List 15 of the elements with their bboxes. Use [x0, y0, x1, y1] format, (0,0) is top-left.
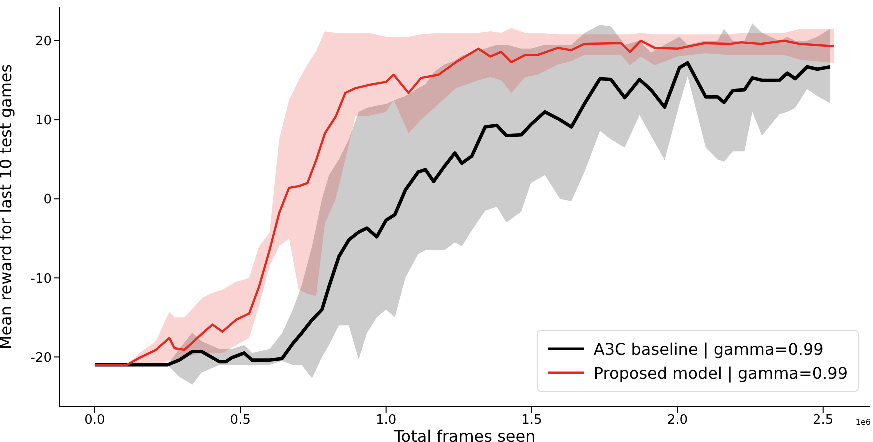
x-tick-label: 0.5: [230, 413, 251, 428]
y-tick-label: -10: [30, 272, 52, 287]
y-tick-label: 0: [44, 192, 52, 208]
x-axis-title: Total frames seen: [393, 427, 536, 442]
y-tick-label: 10: [35, 114, 52, 129]
legend-label: Proposed model | gamma=0.99: [594, 364, 848, 382]
y-tick-label: -20: [30, 350, 52, 366]
x-tick-label: 1.0: [376, 413, 397, 428]
text: 1e6: [856, 418, 871, 427]
y-tick-label: 20: [35, 34, 52, 50]
legend-label: A3C baseline | gamma=0.99: [594, 340, 824, 358]
x-tick-label: 2.0: [667, 413, 688, 428]
x-tick-label: 1.5: [522, 413, 542, 428]
x-tick-label: 2.5: [813, 413, 834, 428]
x-tick-label: 0.0: [84, 413, 106, 428]
